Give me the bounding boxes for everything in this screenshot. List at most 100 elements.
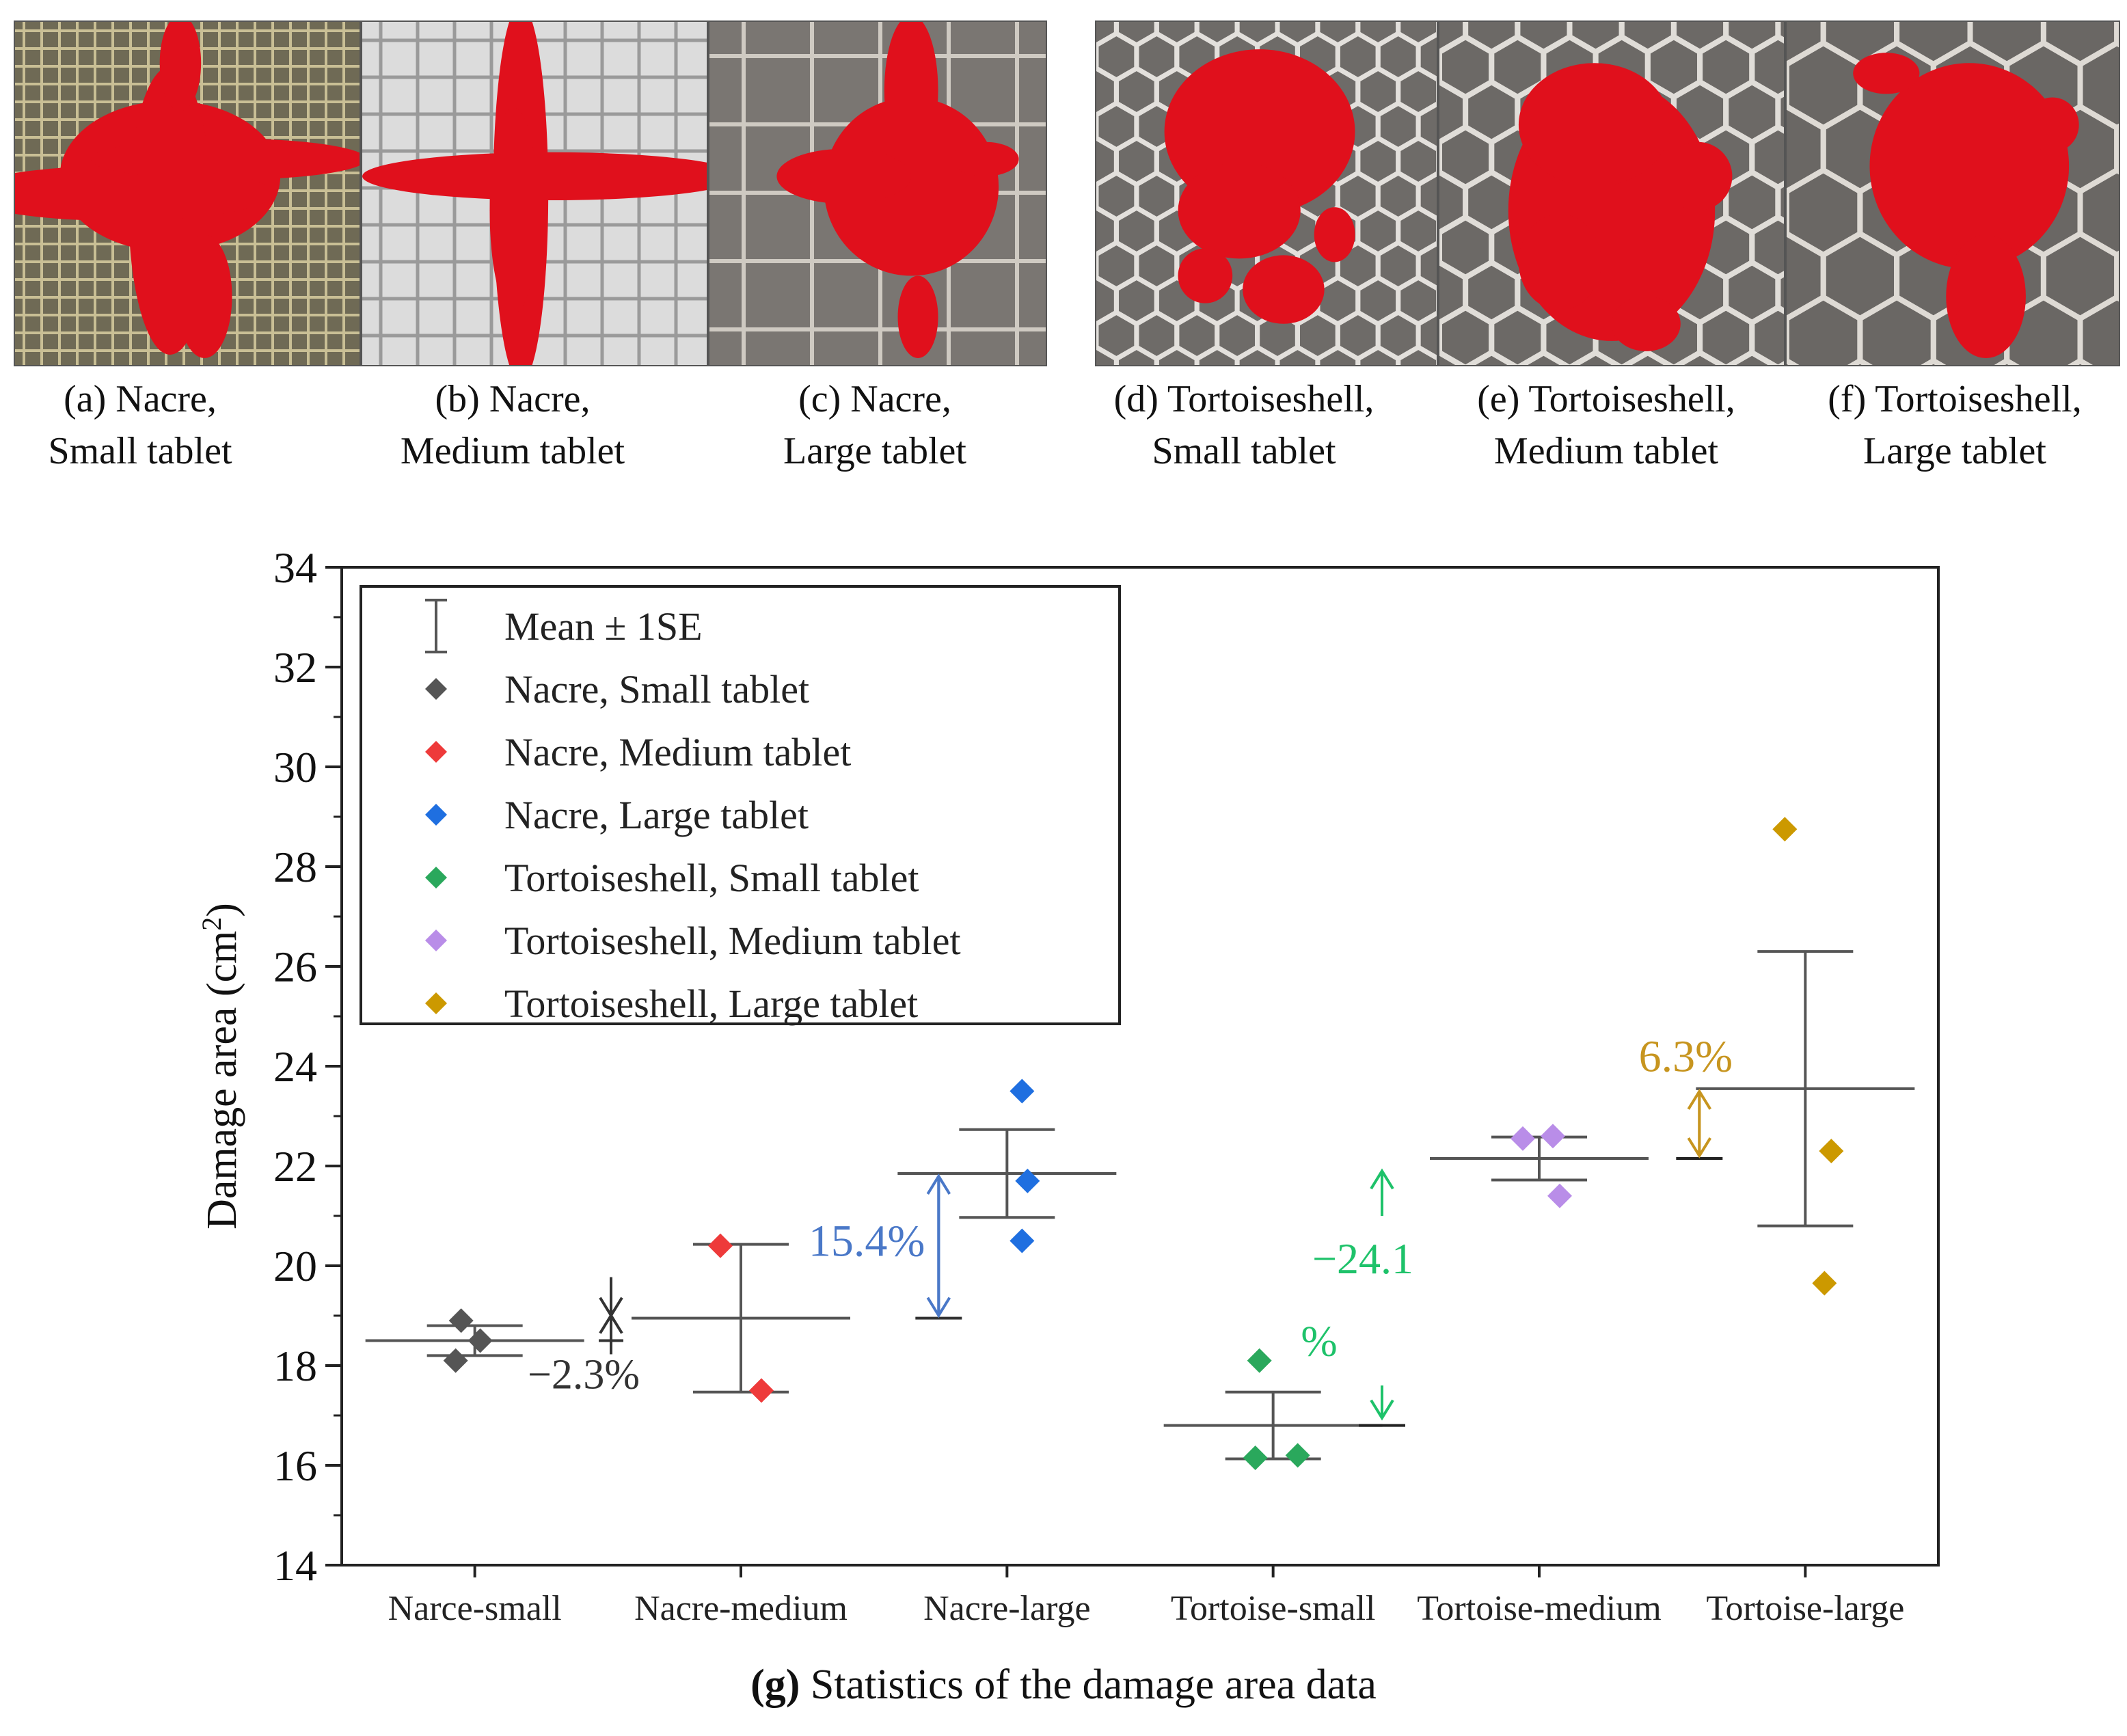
damage-blob (1314, 207, 1355, 262)
legend-entry-label: Tortoiseshell, Small tablet (504, 856, 919, 900)
data-point (468, 1328, 493, 1353)
arrow-head (926, 1174, 951, 1195)
damage-blob (1518, 214, 1601, 310)
legend-entry-label: Tortoiseshell, Medium tablet (504, 919, 961, 963)
data-point (1819, 1139, 1844, 1164)
panel-photo-nacre-large (708, 21, 1047, 366)
tablet-hexagon (1234, 344, 1280, 365)
series-narce-small (365, 1308, 584, 1373)
data-point (1010, 1079, 1035, 1104)
legend-entry-label: Nacre, Small tablet (504, 667, 809, 711)
data-point (448, 1308, 474, 1333)
series-nacre-large (897, 1079, 1117, 1253)
annotation-arrow-down (1687, 1092, 1712, 1158)
data-point (1812, 1271, 1837, 1296)
data-point (1247, 1348, 1272, 1373)
x-tick-label: Tortoise-large (1706, 1589, 1904, 1628)
data-point (1015, 1168, 1040, 1193)
arrow-head (926, 1297, 951, 1318)
data-point (1010, 1228, 1035, 1253)
y-tick-label: 28 (273, 843, 317, 891)
tablet-hexagon (1154, 344, 1200, 365)
series-tortoise-small (1163, 1348, 1383, 1471)
damage-blob (897, 275, 938, 358)
annotation-arrow-down (1370, 1385, 1394, 1421)
arrow-head (1687, 1089, 1712, 1110)
annotation-arrow-up (1370, 1168, 1394, 1216)
data-point (1285, 1443, 1310, 1468)
data-point (1547, 1183, 1572, 1208)
photo-svg (1096, 22, 1437, 365)
caption-text: Statistics of the damage area data (800, 1662, 1377, 1708)
tablet-hexagon (1517, 349, 1571, 365)
y-tick-label: 26 (273, 942, 317, 991)
damage-blob (1243, 255, 1325, 324)
panel-photo-nacre-small (14, 21, 361, 366)
damage-blob (1178, 248, 1233, 303)
damage-blob (2025, 97, 2079, 152)
series-tortoise-large (1696, 817, 1915, 1296)
damage-blob (951, 141, 1019, 176)
y-axis-label-sup: 2 (196, 917, 227, 931)
damage-region (362, 22, 707, 365)
panel-photo-nacre-medium (361, 21, 708, 366)
damage-blob (1946, 234, 2026, 358)
series-nacre-medium (632, 1233, 850, 1403)
arrow-head (1370, 1168, 1394, 1190)
tablet-hexagon (1569, 349, 1623, 365)
damage-blob (1869, 63, 2070, 269)
photo-svg (1439, 22, 1784, 365)
caption-line: Small tablet (48, 430, 232, 472)
damage-blob (489, 107, 539, 314)
y-tick-label: 22 (273, 1142, 317, 1191)
annotation-arrow-up (599, 1312, 623, 1355)
panel-photo-tortoise-large (1785, 21, 2120, 366)
caption-line: Large tablet (1863, 430, 2046, 472)
legend-diamond-icon (425, 804, 447, 826)
tablet-hexagon (1921, 357, 1947, 365)
data-point (1541, 1124, 1565, 1149)
damage-blob (15, 165, 273, 221)
damage-region (1508, 63, 1733, 351)
legend-box (360, 585, 1121, 1025)
y-tick-label: 24 (273, 1042, 317, 1091)
caption-line: (a) Nacre, (64, 378, 217, 420)
annotation-label: 6.3% (1639, 1031, 1733, 1081)
legend-diamond-icon (425, 678, 447, 700)
y-axis-label-close: ) (199, 903, 245, 917)
tablet-hexagon (1465, 349, 1519, 365)
panel-photo-tortoise-small (1095, 21, 1438, 366)
legend-diamond-icon (425, 867, 447, 889)
legend-entry-label: Nacre, Medium tablet (504, 730, 851, 774)
arrow-head (1687, 1137, 1712, 1158)
tablet-hexagon (2068, 357, 2093, 365)
panel-caption-b: (b) Nacre, Medium tablet (362, 373, 663, 477)
annotation-arrow-down (926, 1177, 951, 1318)
y-tick-label: 32 (273, 643, 317, 692)
y-tick-label: 18 (273, 1342, 317, 1390)
arrow-head (1370, 1399, 1394, 1421)
photo-svg (709, 22, 1046, 365)
tablet-hexagon (1994, 357, 2020, 365)
damage-blob (824, 97, 999, 276)
y-tick-label: 16 (273, 1441, 317, 1490)
figure-caption-g: (g) Statistics of the damage area data (0, 1661, 2127, 1709)
arrow-head (599, 1297, 623, 1318)
tablet-hexagon (1847, 357, 1873, 365)
y-tick-label: 34 (273, 543, 317, 592)
legend-entry-label: Nacre, Large tablet (504, 793, 809, 837)
damage-region (1853, 53, 2079, 358)
tablet-hexagon (1275, 344, 1320, 365)
panel-caption-e: (e) Tortoiseshell, Medium tablet (1435, 373, 1777, 477)
tablet-hexagon (1113, 344, 1159, 365)
damage-region (15, 22, 360, 358)
damage-region (1164, 49, 1355, 324)
photo-svg (362, 22, 707, 365)
damage-blob (1518, 63, 1670, 187)
legend-diamond-icon (425, 930, 447, 951)
y-tick-label: 14 (273, 1541, 317, 1590)
damage-blob (1178, 162, 1301, 259)
series-tortoise-medium (1430, 1124, 1649, 1208)
data-point (1772, 817, 1798, 842)
panel-caption-d: (d) Tortoiseshell, Small tablet (1073, 373, 1415, 477)
